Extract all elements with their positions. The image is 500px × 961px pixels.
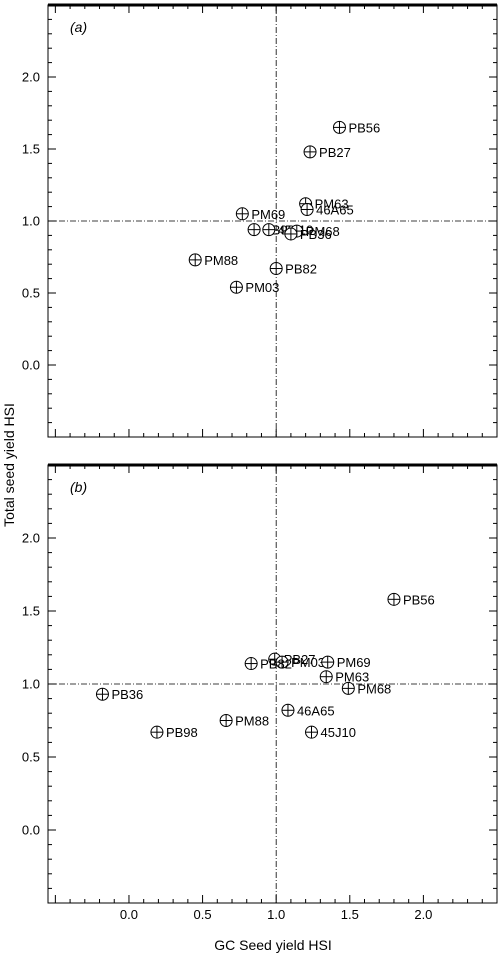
data-point-label: 46A65 [297,703,335,718]
data-point-label: PM69 [337,655,371,670]
data-point-label: PB36 [111,687,143,702]
data-point-label: PM63 [335,670,369,685]
y-tick-label: 0.5 [22,286,40,301]
data-point: PM03 [275,655,325,670]
data-point: 46A65 [281,703,335,718]
data-point: PM88 [219,714,269,729]
data-point: PB82 [269,262,317,277]
data-point-label: PB82 [260,657,292,672]
y-tick-label: 1.5 [22,604,40,619]
data-point-label: PB27 [284,652,316,667]
data-point: PB82 [244,657,292,672]
data-point: PM63 [319,670,369,685]
data-point: PB98 [150,725,198,740]
data-point-label: PM03 [291,655,325,670]
y-tick-label: 0.0 [22,823,40,838]
data-point: PB36 [284,227,332,242]
data-point: PM69 [321,655,371,670]
data-point-label: PB56 [348,120,380,135]
data-point-label: PM63 [315,197,349,212]
y-tick-label: 2.0 [22,70,40,85]
x-tick-label: 0.0 [120,907,138,922]
x-tick-label: 1.5 [341,907,359,922]
x-tick-label: 1.0 [267,907,285,922]
data-point: PB36 [95,687,143,702]
data-point-label: PB36 [300,227,332,242]
y-tick-label: 1.0 [22,214,40,229]
x-axis-title: GC Seed yield HSI [214,937,332,953]
x-tick-label: 2.0 [414,907,432,922]
data-point-label: PM68 [357,681,391,696]
x-tick-label: 0.5 [194,907,212,922]
y-axis-title: Total seed yield HSI [1,403,17,527]
y-tick-label: 1.0 [22,677,40,692]
y-tick-label: 0.0 [22,358,40,373]
scatter-panel-b: 0.0 0.5 1.0 1.5 2.0 0.0 0.5 1.0 1.5 2.0 (b) PB56 PB2… [22,463,498,922]
y-tick-label: 0.5 [22,750,40,765]
data-point: PB27 [268,652,316,667]
data-point: PM88 [188,253,238,268]
y-tick-label: 1.5 [22,142,40,157]
data-point: 46A65 [300,202,354,217]
data-point: PM69 [235,207,285,222]
y-tick-label: 2.0 [22,531,40,546]
panel-label: (b) [70,479,87,495]
data-point-label: PM88 [235,714,269,729]
data-point-label: PB82 [285,262,317,277]
data-point-label: PM69 [251,207,285,222]
data-point: PB27 [303,145,351,160]
data-point-label: PB27 [319,145,351,160]
panel-label: (a) [70,19,87,35]
data-point: 45J10 [305,725,356,740]
data-point-label: PM68 [306,224,340,239]
data-point-label: PB98 [166,725,198,740]
data-point-label: PM88 [204,253,238,268]
data-point-label: PB56 [403,592,435,607]
data-point-label: PM03 [245,280,279,295]
data-point-label: 45J10 [321,725,356,740]
data-point: PM68 [341,681,391,696]
data-point: PM03 [229,280,279,295]
data-point: PB56 [387,592,435,607]
data-point: PB56 [332,120,380,135]
data-point-label: 46A65 [316,202,354,217]
